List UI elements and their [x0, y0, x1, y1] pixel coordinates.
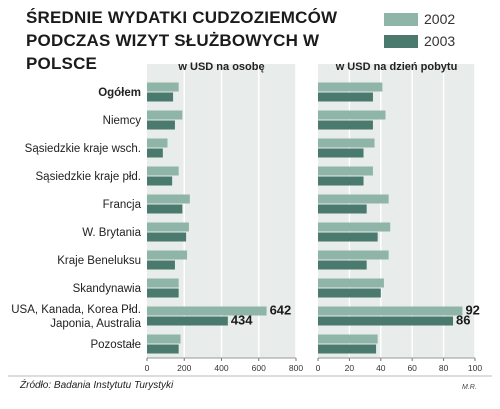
category-label: Ogółem: [98, 87, 141, 99]
bar: [147, 222, 189, 232]
source-note: Źródło: Badania Instytutu Turystyki: [20, 380, 174, 391]
category-label: W. Brytania: [82, 227, 141, 239]
x-tick-label: 200: [177, 363, 191, 373]
panel-title: w USD na osobę: [177, 61, 264, 73]
panel-title: w USD na dzień pobytu: [335, 61, 458, 73]
bar: [318, 260, 367, 270]
category-label: Niemcy: [103, 115, 142, 127]
bar: [318, 250, 389, 260]
category-label: Sąsiedzkie kraje wsch.: [25, 143, 141, 155]
bar: [147, 148, 163, 158]
category-label: Francja: [103, 199, 142, 211]
data-label: 92: [465, 303, 479, 318]
x-tick-label: 40: [376, 363, 386, 373]
bar: [147, 232, 187, 242]
bar: [147, 306, 267, 316]
legend-label-2002: 2002: [424, 11, 456, 27]
bar: [147, 138, 168, 148]
category-label: Sąsiedzkie kraje płd.: [36, 171, 141, 183]
bar: [318, 344, 377, 354]
chart-title: ŚREDNIE WYDATKI CUDZOZIEMCÓW PODCZAS WIZ…: [26, 6, 386, 75]
bar: [318, 306, 463, 316]
bar: [147, 92, 174, 102]
bar: [147, 204, 183, 214]
category-label: Japonia, Australia: [50, 318, 141, 330]
bar: [147, 278, 179, 288]
bar: [318, 334, 378, 344]
legend-label-2003: 2003: [424, 33, 456, 49]
bar: [147, 316, 228, 326]
category-label: Skandynawia: [73, 283, 142, 295]
bar: [318, 120, 373, 130]
bar: [318, 92, 373, 102]
x-tick-label: 600: [252, 363, 266, 373]
author-initials: M.R.: [462, 384, 477, 391]
bar: [147, 120, 175, 130]
bar: [318, 166, 373, 176]
bar: [318, 316, 454, 326]
legend-item-2002: 2002: [384, 8, 455, 30]
bar: [318, 82, 383, 92]
bar: [147, 260, 175, 270]
bar: [147, 166, 179, 176]
bar: [147, 110, 183, 120]
bar: [147, 344, 179, 354]
data-label: 642: [270, 303, 292, 318]
x-tick-label: 400: [214, 363, 228, 373]
bar: [318, 194, 389, 204]
bar: [318, 222, 391, 232]
legend: 2002 2003: [384, 8, 455, 52]
legend-swatch-2003: [384, 34, 418, 48]
x-tick-label: 60: [407, 363, 417, 373]
x-tick-label: 0: [316, 363, 321, 373]
bar: [147, 250, 188, 260]
x-tick-label: 800: [289, 363, 303, 373]
bar: [318, 148, 364, 158]
bar: [318, 278, 384, 288]
bar: [147, 288, 179, 298]
category-label: Kraje Beneluksu: [57, 255, 141, 267]
bar: [318, 232, 378, 242]
x-tick-label: 20: [345, 363, 355, 373]
legend-swatch-2002: [384, 12, 418, 26]
bar: [147, 82, 179, 92]
x-tick-label: 0: [145, 363, 150, 373]
bar: [318, 288, 381, 298]
bar: [318, 176, 364, 186]
category-label: USA, Kanada, Korea Płd.: [11, 304, 141, 316]
data-label: 86: [456, 313, 470, 328]
bar: [318, 204, 367, 214]
bar: [318, 110, 386, 120]
bar: [147, 334, 181, 344]
legend-item-2003: 2003: [384, 30, 455, 52]
data-label: 434: [231, 313, 253, 328]
bar: [318, 138, 375, 148]
bar: [147, 176, 173, 186]
x-tick-label: 80: [439, 363, 449, 373]
category-label: Pozostałe: [90, 339, 141, 351]
chart-title-line-2: PODCZAS WIZYT SŁUŻBOWYCH W POLSCE: [26, 31, 320, 73]
bar: [147, 194, 190, 204]
x-tick-label: 100: [468, 363, 482, 373]
chart-title-line-1: ŚREDNIE WYDATKI CUDZOZIEMCÓW: [26, 8, 338, 27]
